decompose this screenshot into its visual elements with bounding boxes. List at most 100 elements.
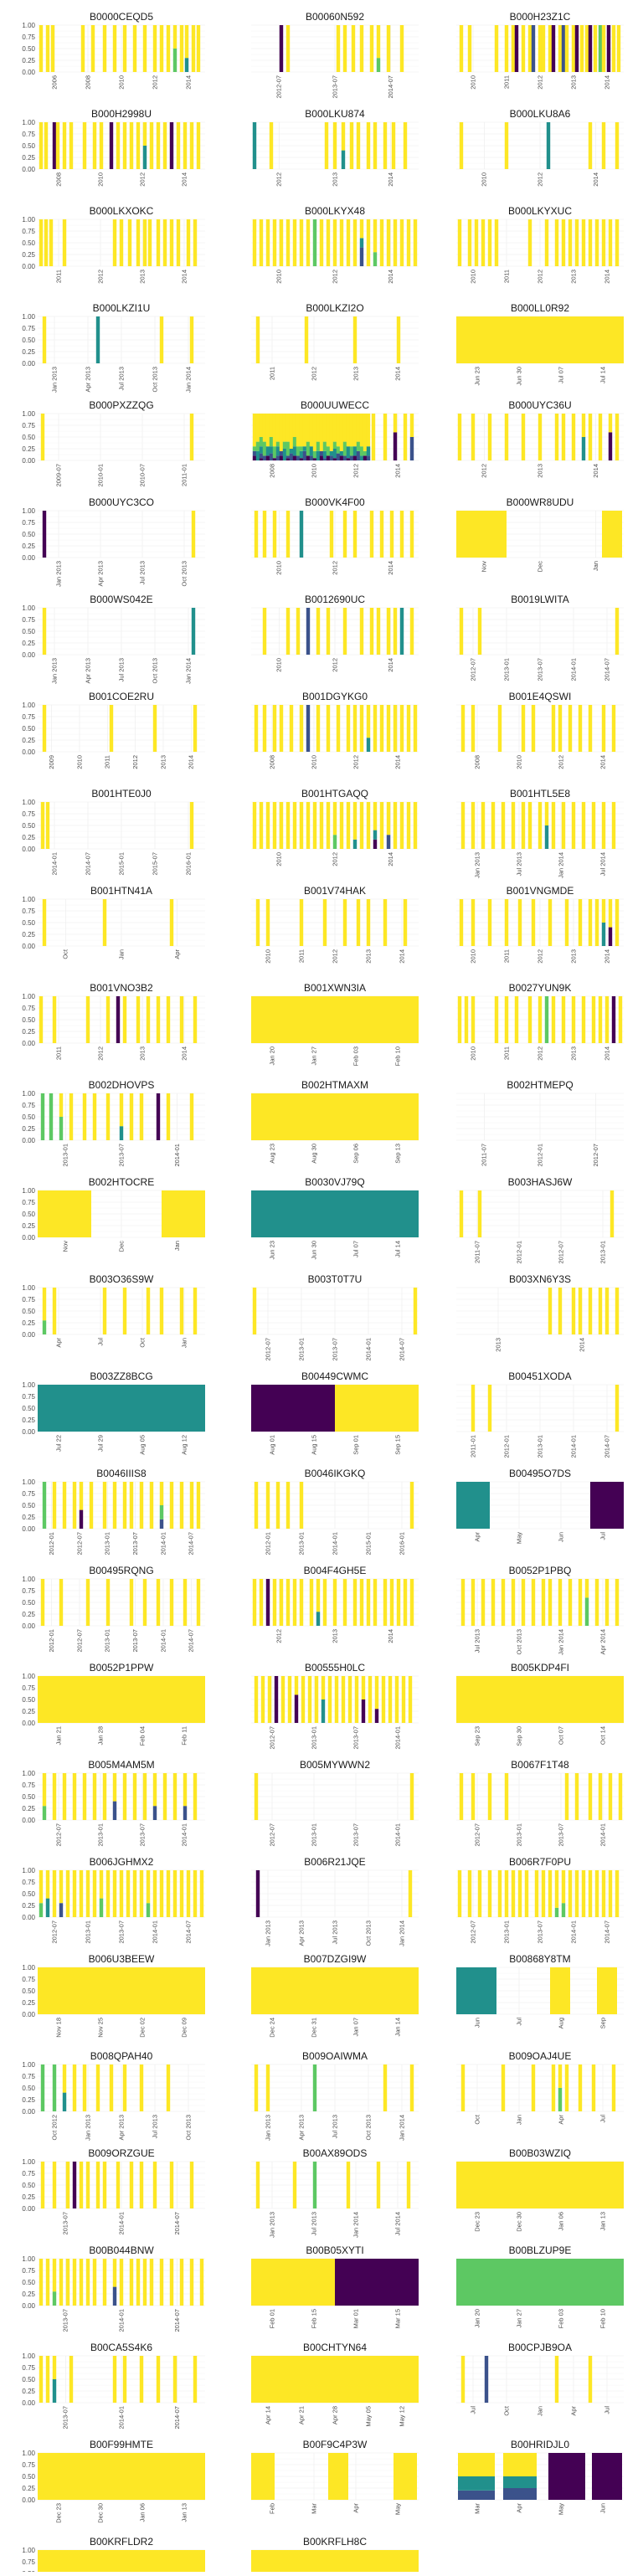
bar-segment: [166, 996, 171, 1043]
bar-segment: [42, 1320, 47, 1334]
bar-segment: [139, 1482, 144, 1529]
bar-segment: [42, 705, 47, 752]
x-tick-label: 2010: [310, 464, 317, 478]
bar-segment: [142, 219, 147, 266]
x-tick-label: 2009: [48, 755, 55, 769]
x-tick-label: 2008: [268, 464, 275, 478]
bar-segment: [366, 455, 371, 460]
x-tick-label: 2013: [331, 172, 338, 187]
bar-segment: [544, 996, 549, 1043]
bar-segment: [183, 1579, 188, 1626]
bar-segment: [346, 446, 351, 459]
bar-segment: [352, 705, 358, 752]
panel-title: B001VNGMDE: [507, 885, 574, 897]
bar-segment: [332, 1579, 337, 1626]
y-tick-label: 0.00: [22, 1331, 35, 1339]
bar-segment: [299, 705, 304, 752]
bar-segment: [142, 2259, 147, 2306]
bar-segment: [564, 25, 569, 72]
bar-segment: [166, 1870, 171, 1917]
x-tick-label: Apr 2013: [96, 561, 104, 586]
bar-segment: [152, 705, 157, 752]
bar-segment: [146, 1288, 151, 1334]
bar-segment: [52, 2162, 57, 2208]
y-tick-label: 0.25: [22, 154, 35, 162]
x-tick-label: 2015-01: [364, 1532, 372, 1555]
bar-segment: [292, 455, 297, 460]
bar-segment: [92, 122, 97, 169]
bar-segment: [608, 219, 613, 266]
bar-segment: [594, 219, 599, 266]
x-tick-label: Dec 30: [96, 2503, 104, 2523]
bar-segment: [272, 1579, 277, 1626]
bar-segment: [251, 2550, 419, 2576]
bar-segment: [584, 1579, 589, 1598]
x-tick-label: Oct 2013: [515, 1629, 522, 1654]
x-tick-label: Apr: [173, 949, 181, 959]
bar-segment: [279, 802, 284, 849]
bar-segment: [403, 122, 408, 169]
facet-panel: B00F99HMTE 0.00 0.25 0.50 0.75 1.00 Dec 23 Dec …: [22, 2439, 205, 2523]
bar-segment: [45, 802, 50, 849]
bar-segment: [95, 2162, 100, 2208]
panel-title: B006JGHMX2: [90, 1856, 154, 1868]
bar-segment: [312, 2064, 317, 2111]
y-tick-label: 1.00: [22, 313, 35, 321]
x-tick-label: Jan 21: [54, 1726, 62, 1746]
bar-segment: [457, 1870, 462, 1917]
bar-segment: [179, 2259, 184, 2306]
bar-segment: [548, 2453, 585, 2500]
bar-segment: [296, 455, 301, 460]
bar-segment: [52, 996, 57, 1043]
bar-segment: [590, 1482, 624, 1529]
bar-segment: [159, 1519, 164, 1529]
facet-panel: B00CHTYN64 Apr 14 Apr 21 Apr 28 May 05 May 12: [251, 2342, 419, 2427]
facet-panel: B00060N592 2012-07 2013-07 2014-07: [251, 11, 419, 99]
bar-segment: [272, 446, 277, 459]
bar-segment: [132, 1773, 137, 1820]
panel-title: B000LKYX48: [305, 205, 365, 217]
bar-segment: [551, 2064, 556, 2111]
x-tick-label: Jan 2013: [50, 367, 58, 393]
bar-segment: [129, 1093, 134, 1140]
x-tick-label: Oct 2013: [364, 2115, 372, 2140]
bar-segment: [393, 432, 398, 460]
x-tick-label: Jan: [180, 1338, 188, 1348]
y-tick-label: 0.00: [22, 2011, 35, 2018]
bar-segment: [39, 2259, 44, 2306]
bar-segment: [326, 446, 331, 456]
x-tick-label: Jan 2014: [184, 658, 192, 684]
bar-segment: [356, 441, 361, 451]
bar-segment: [548, 25, 553, 72]
bar-segment: [373, 830, 378, 840]
panel-title: B006R7F0PU: [509, 1856, 571, 1868]
y-tick-label: 1.00: [22, 507, 35, 515]
panel-title: B0012690UC: [305, 594, 365, 605]
bar-segment: [45, 2356, 50, 2403]
bar-segment: [255, 441, 260, 451]
y-tick-label: 0.75: [22, 1005, 35, 1012]
bar-segment: [393, 414, 398, 433]
bar-segment: [615, 1579, 620, 1626]
x-tick-label: Jan 2013: [264, 1920, 271, 1946]
bar-segment: [403, 414, 408, 460]
bar-segment: [119, 219, 124, 266]
bar-segment: [521, 1579, 526, 1626]
panel-title: B009OAJ4UE: [509, 2050, 572, 2062]
x-tick-label: Sep 13: [394, 1144, 401, 1164]
facet-panel: B003XN6Y3S 2013 2014: [456, 1273, 624, 1352]
x-tick-label: Oct 2013: [364, 1920, 372, 1946]
x-tick-label: Apr: [54, 1337, 62, 1347]
bar-segment: [39, 2356, 44, 2403]
x-tick-label: 2014-01: [159, 1532, 167, 1555]
y-tick-label: 0.50: [22, 2376, 35, 2383]
x-tick-label: Jan 2014: [184, 367, 192, 393]
panel-title: B001HTGAQQ: [301, 788, 368, 800]
bar-segment: [527, 25, 532, 72]
facet-panel: B000LKZI2O 2011 2012 2013 2014: [251, 302, 419, 381]
bar-segment: [102, 1288, 107, 1334]
bar-segment: [471, 802, 476, 849]
x-tick-label: 2013: [569, 1046, 577, 1061]
bar-segment: [456, 316, 624, 363]
bar-segment: [389, 1579, 394, 1626]
